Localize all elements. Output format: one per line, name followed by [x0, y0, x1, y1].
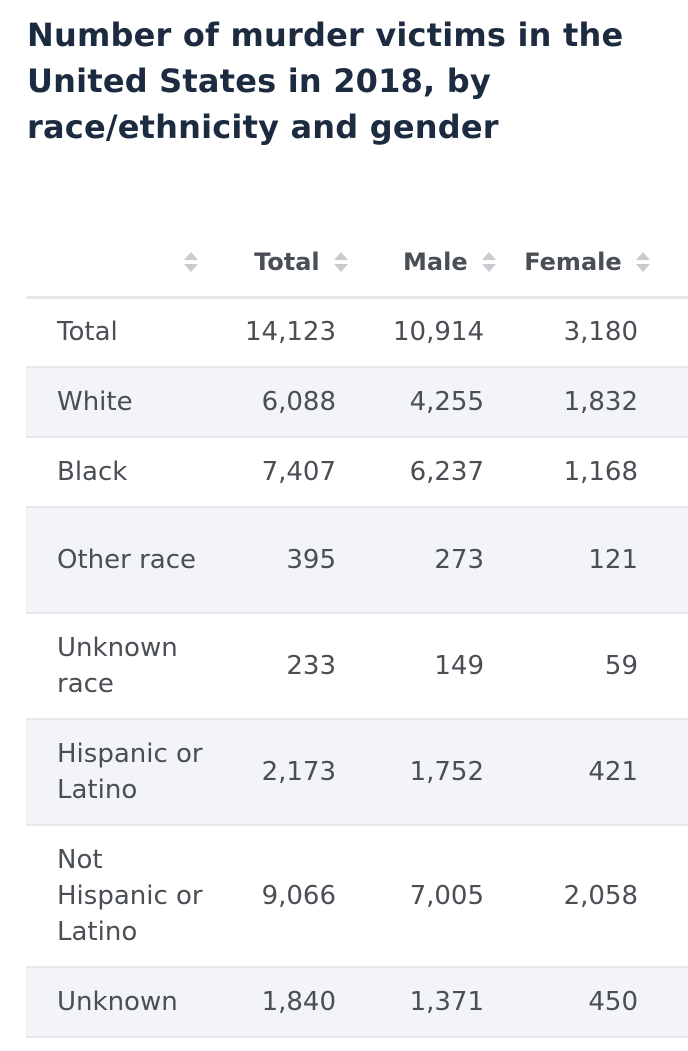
cell-total: 2,173 [261, 757, 336, 787]
sort-icon[interactable] [334, 250, 348, 274]
row-label: Not Hispanic or Latino [57, 845, 203, 947]
chart-title: Number of murder victims in the United S… [27, 16, 624, 146]
cell-total: 395 [286, 545, 336, 575]
cell-female: 121 [588, 545, 638, 575]
cell-male: 149 [434, 651, 484, 681]
cell-female: 450 [588, 987, 638, 1017]
cell-female: 1,168 [563, 457, 638, 487]
sort-icon[interactable] [184, 250, 198, 274]
table-row: Unknown 1,840 1,371 450 [26, 967, 688, 1037]
cell-spacer [650, 507, 688, 613]
column-header-female[interactable]: Female [496, 227, 650, 297]
cell-male: 6,237 [409, 457, 484, 487]
cell-female: 3,180 [563, 317, 638, 348]
cell-male: 1,371 [409, 987, 484, 1017]
cell-spacer [650, 613, 688, 719]
cell-spacer [650, 367, 688, 437]
row-label: Unknown race [57, 633, 178, 699]
column-header-spacer [650, 227, 688, 297]
cell-spacer [650, 967, 688, 1037]
table-row: Black 7,407 6,237 1,168 [26, 437, 688, 507]
table-row: Unknown race 233 149 59 [26, 613, 688, 719]
row-label: Other race [57, 545, 197, 575]
cell-spacer [650, 297, 688, 367]
cell-spacer [650, 437, 688, 507]
column-header-total-text: Total [254, 247, 320, 276]
cell-male: 10,914 [393, 317, 484, 348]
cell-total: 233 [286, 651, 336, 681]
cell-total: 6,088 [261, 387, 336, 417]
cell-total: 1,840 [261, 987, 336, 1017]
row-label: Unknown [57, 987, 178, 1017]
cell-female: 1,832 [563, 387, 638, 417]
sort-icon[interactable] [482, 250, 496, 274]
data-table: Total Male Female Total 14,123 10,914 3,… [26, 227, 688, 1038]
column-header-label[interactable] [26, 227, 206, 297]
table-header-row: Total Male Female [26, 227, 688, 297]
row-label: White [57, 387, 133, 417]
column-header-female-text: Female [524, 247, 622, 276]
cell-male: 273 [434, 545, 484, 575]
table-row: Total 14,123 10,914 3,180 [26, 297, 688, 367]
table-row: Other race 395 273 121 [26, 507, 688, 613]
cell-female: 59 [604, 651, 638, 681]
cell-female: 421 [588, 757, 638, 787]
sort-icon[interactable] [636, 250, 650, 274]
cell-spacer [650, 719, 688, 825]
cell-total: 14,123 [245, 317, 336, 348]
row-label: Total [57, 317, 118, 348]
cell-male: 7,005 [409, 881, 484, 911]
column-header-total[interactable]: Total [206, 227, 348, 297]
cell-male: 4,255 [409, 387, 484, 417]
row-label: Hispanic or Latino [57, 739, 203, 805]
column-header-male[interactable]: Male [348, 227, 496, 297]
table-row: White 6,088 4,255 1,832 [26, 367, 688, 437]
cell-female: 2,058 [563, 881, 638, 911]
cell-total: 7,407 [261, 457, 336, 487]
column-header-male-text: Male [403, 247, 468, 276]
row-label: Black [57, 457, 128, 487]
table-row: Not Hispanic or Latino 9,066 7,005 2,058 [26, 825, 688, 967]
cell-spacer [650, 825, 688, 967]
cell-male: 1,752 [409, 757, 484, 787]
table-row: Hispanic or Latino 2,173 1,752 421 [26, 719, 688, 825]
cell-total: 9,066 [261, 881, 336, 911]
